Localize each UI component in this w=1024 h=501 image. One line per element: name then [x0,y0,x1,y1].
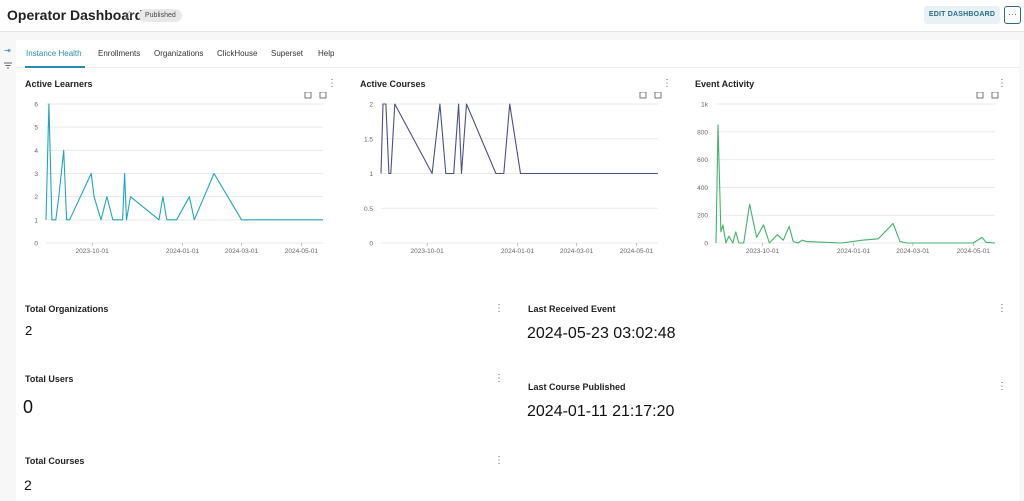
chart-title-event-activity: Event Activity [695,79,755,89]
x-tick-label: 2024-01-01 [837,248,871,255]
y-tick-label: 2 [34,194,38,201]
kpi-value-total-organizations: 2 [25,323,33,338]
x-tick-label: 2024-05-01 [957,248,991,255]
kebab-menu-icon[interactable]: ⋮ [662,78,672,89]
more-options-button[interactable]: ··· [1004,6,1021,24]
chart-title-active-learners: Active Learners [25,79,93,89]
kpi-value-last-received-event: 2024-05-23 03:02:48 [527,325,676,342]
y-tick-label: 1 [369,171,373,178]
x-tick-label: 2024-05-01 [285,248,319,255]
y-tick-label: 400 [697,185,708,192]
y-tick-label: 2 [369,102,373,109]
series-line[interactable] [45,103,323,221]
y-tick-label: 3 [34,171,38,178]
active-tab-indicator [25,66,85,68]
kebab-menu-icon[interactable]: ⋮ [997,303,1007,314]
y-tick-label: 1k [701,102,709,109]
y-tick-label: 1.5 [364,136,373,143]
chart-active-courses[interactable]: 0 0.5 1 1.5 2 2023-10-01 2024-01-01 2024-03-01 2… [351,92,681,268]
kebab-menu-icon[interactable]: ⋮ [997,381,1007,392]
tab-organizations[interactable]: Organizations [154,49,204,58]
y-tick-label: 600 [697,157,708,164]
y-tick-label: 200 [697,213,708,220]
y-tick-label: 800 [697,129,708,136]
x-tick-label: 2024-03-01 [560,248,594,255]
x-tick-label: 2024-03-01 [896,248,930,255]
edit-dashboard-button[interactable]: EDIT DASHBOARD [924,6,1000,24]
filter-icon[interactable] [4,62,12,71]
tab-instance-health[interactable]: Instance Health [26,49,82,58]
zoom-select-icon[interactable] [976,92,984,99]
header-bar: Operator Dashboard ☆ Published EDIT DASH… [0,0,1024,32]
y-tick-label: 5 [34,125,38,132]
kebab-menu-icon[interactable]: ⋮ [494,373,504,384]
kpi-title-total-users: Total Users [25,374,74,384]
y-tick-label: 0 [704,241,708,248]
y-tick-label: 4 [34,148,38,155]
zoom-select-icon[interactable] [304,92,312,99]
star-outline-icon[interactable]: ☆ [124,8,135,22]
tab-superset[interactable]: Superset [271,49,304,58]
x-tick-label: 2024-01-01 [166,248,200,255]
y-tick-label: 0 [34,241,38,248]
y-tick-label: 1 [34,217,38,224]
kpi-title-total-courses: Total Courses [25,456,85,466]
kebab-menu-icon[interactable]: ⋮ [997,78,1007,89]
zoom-reset-icon[interactable] [319,92,327,99]
status-badge: Published [139,9,182,22]
chart-event-activity[interactable]: 0 200 400 600 800 1k 2023-10-01 2024-01-01 2024-… [686,92,1019,268]
y-tick-label: 0 [369,241,373,248]
zoom-select-icon[interactable] [639,92,647,99]
kpi-value-last-course-published: 2024-01-11 21:17:20 [527,403,675,420]
x-tick-label: 2024-03-01 [225,248,259,255]
series-line[interactable] [715,124,996,244]
chart-title-active-courses: Active Courses [360,79,426,89]
page-title: Operator Dashboard [7,7,144,23]
tab-bar: Instance Health Enrollments Organization… [16,40,1019,68]
zoom-reset-icon[interactable] [991,92,999,99]
kpi-value-total-courses: 2 [24,477,32,493]
left-rail: ⇥ [0,32,16,501]
kpi-title-last-course-published: Last Course Published [528,382,626,392]
x-tick-label: 2024-05-01 [620,248,654,255]
y-tick-label: 6 [34,102,38,109]
x-tick-label: 2024-01-01 [501,248,535,255]
kebab-menu-icon[interactable]: ⋮ [494,303,504,314]
kpi-title-last-received-event: Last Received Event [528,304,616,314]
chart-active-learners[interactable]: 0 1 2 3 4 5 6 2023-10-01 2024-01-01 2024-03-01 202… [16,92,346,268]
series-line[interactable] [380,103,658,175]
y-tick-label: 0.5 [364,206,373,213]
expand-panel-icon[interactable]: ⇥ [4,46,11,55]
tab-help[interactable]: Help [318,49,335,58]
x-tick-label: 2023-10-01 [411,248,445,255]
zoom-reset-icon[interactable] [654,92,662,99]
tab-enrollments[interactable]: Enrollments [98,49,141,58]
dashboard-content: Instance Health Enrollments Organization… [16,40,1019,501]
kpi-title-total-organizations: Total Organizations [25,304,109,314]
kebab-menu-icon[interactable]: ⋮ [327,78,337,89]
kpi-value-total-users: 0 [23,397,34,417]
kebab-menu-icon[interactable]: ⋮ [494,455,504,466]
tab-clickhouse[interactable]: ClickHouse [217,49,258,58]
x-tick-label: 2023-10-01 [746,248,780,255]
x-tick-label: 2023-10-01 [76,248,110,255]
